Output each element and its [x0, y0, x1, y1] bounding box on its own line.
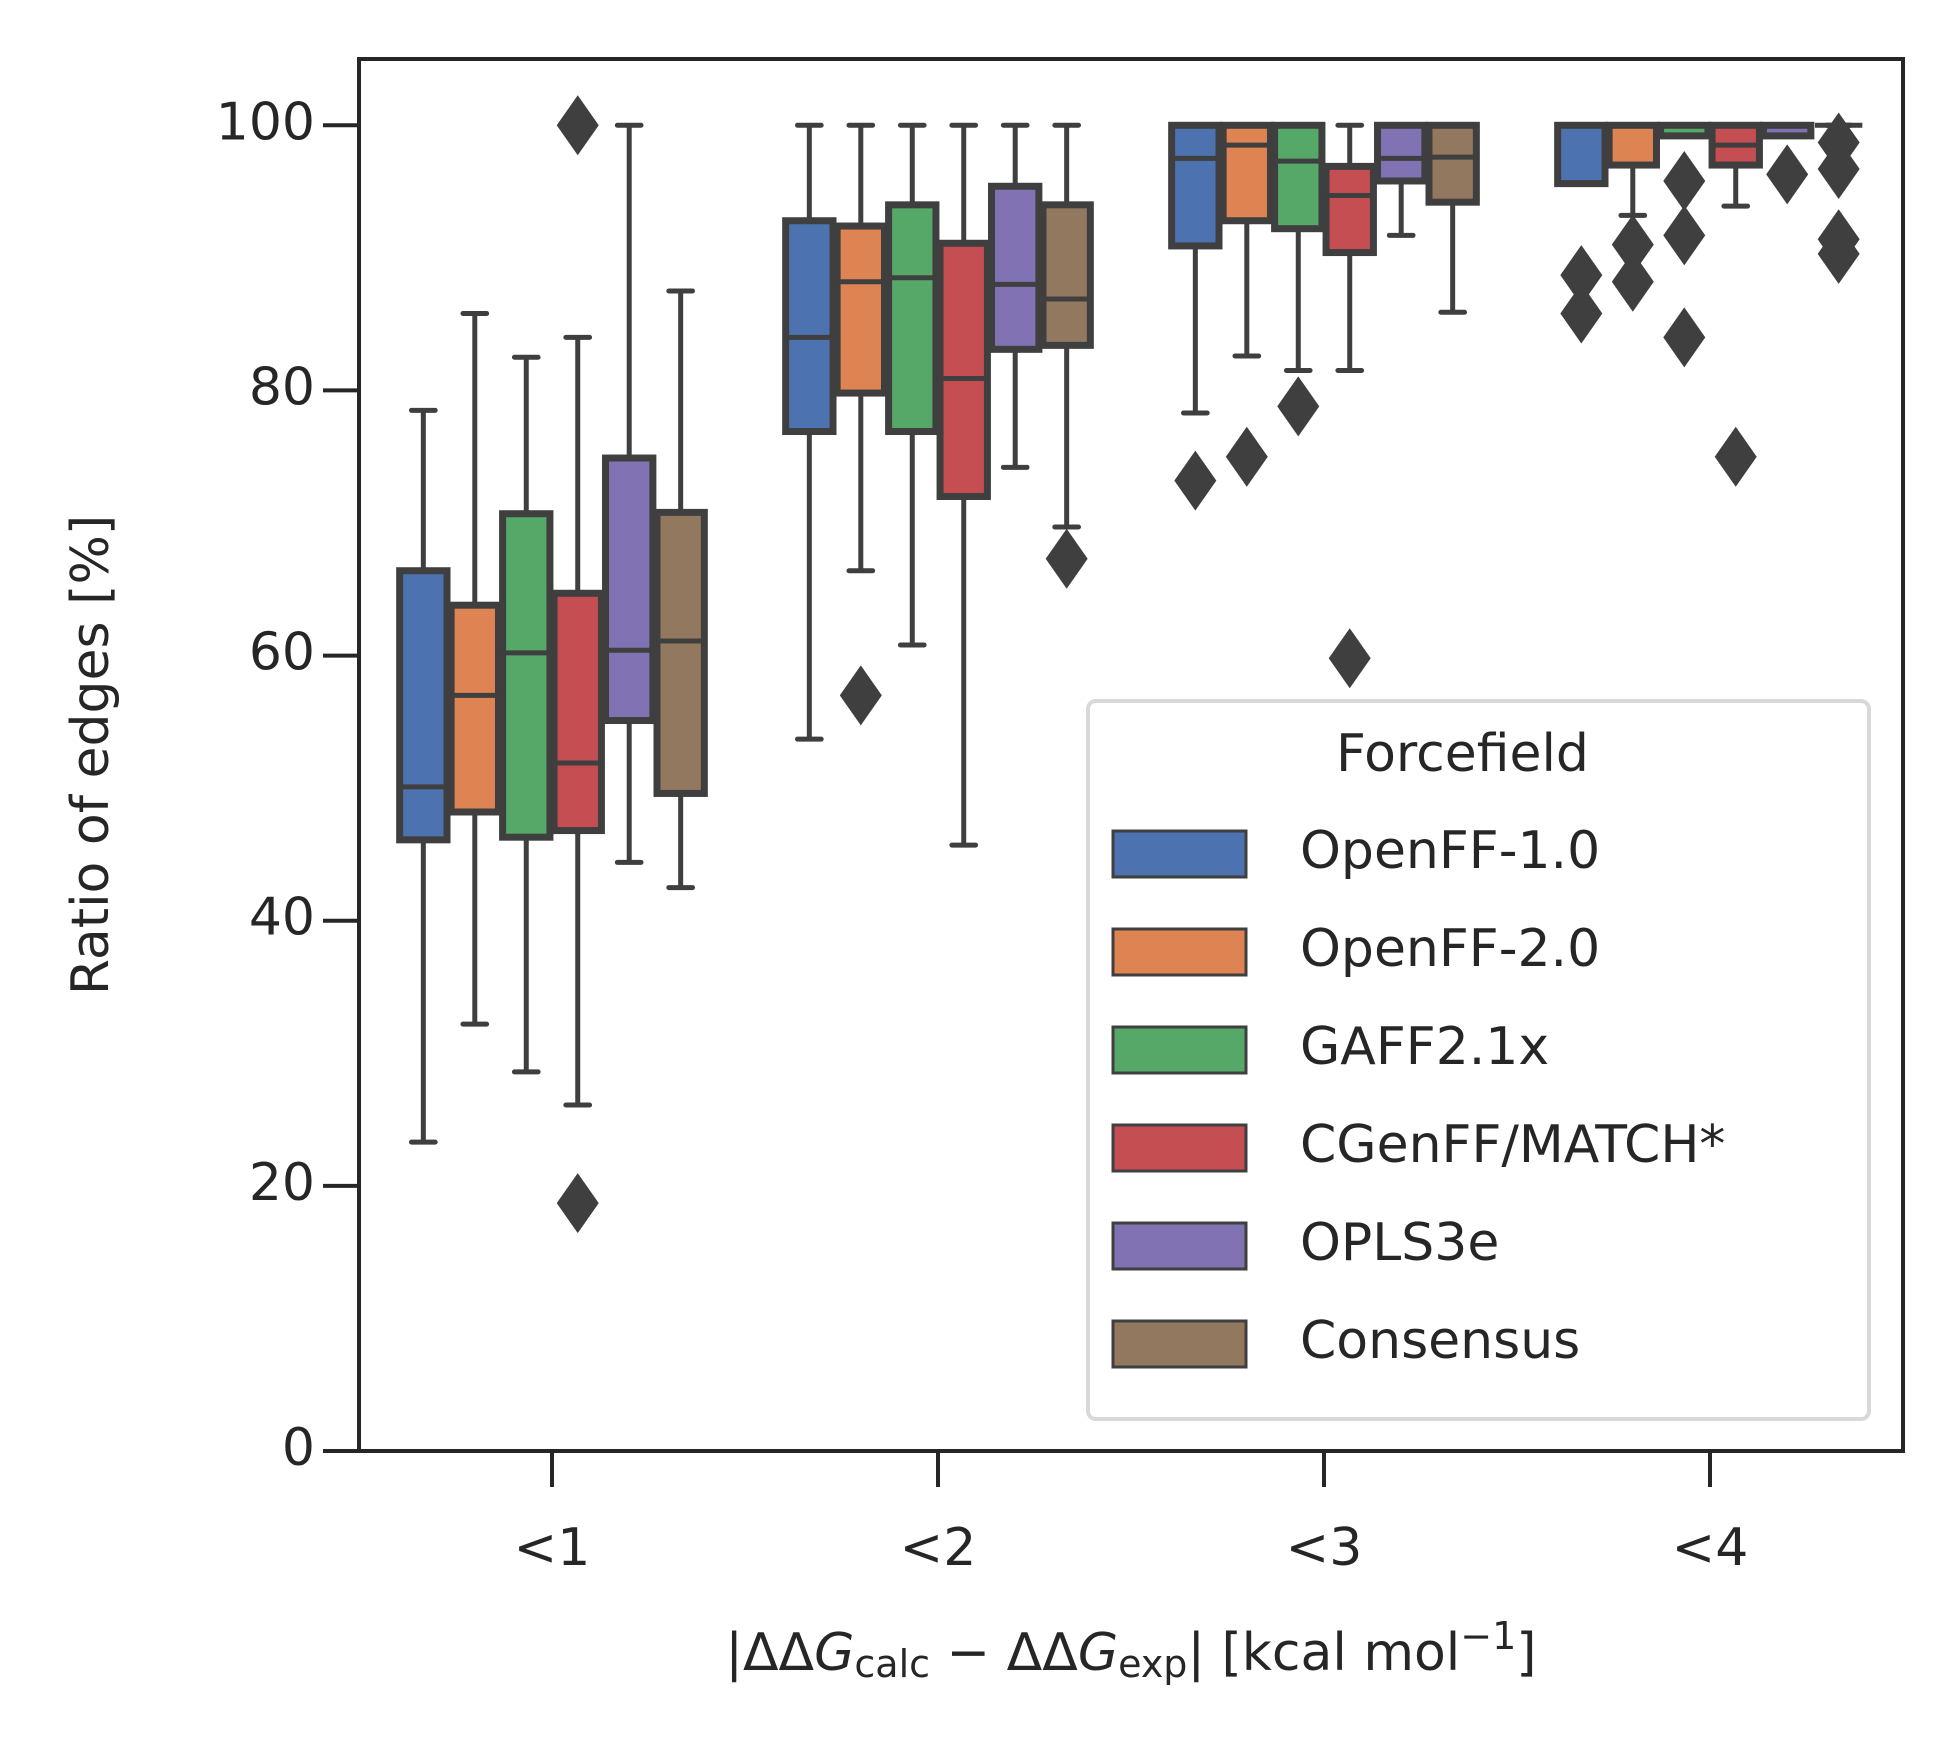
y-axis-label: Ratio of edges [%]	[61, 515, 121, 995]
legend-swatch	[1111, 1025, 1248, 1075]
flier	[1277, 376, 1320, 437]
x-tick-label: <1	[514, 1518, 591, 1578]
box	[653, 508, 708, 797]
legend-label: OpenFF-2.0	[1300, 919, 1600, 979]
flier	[1611, 214, 1654, 275]
box	[782, 217, 837, 436]
flier	[1663, 205, 1706, 266]
legend-swatch	[1111, 927, 1248, 977]
box	[1322, 162, 1377, 257]
box	[1219, 121, 1274, 225]
box	[550, 589, 605, 835]
y-tick-label: 0	[282, 1418, 315, 1478]
box	[1168, 121, 1223, 250]
box	[1039, 201, 1094, 349]
legend-label: OpenFF-1.0	[1300, 821, 1600, 881]
box	[1554, 121, 1609, 188]
y-tick-label: 60	[249, 623, 315, 683]
flier	[1045, 528, 1088, 589]
box	[602, 454, 657, 725]
flier	[1817, 139, 1860, 200]
flier	[556, 95, 599, 156]
box	[988, 182, 1043, 353]
flier	[1766, 144, 1809, 205]
box	[396, 567, 451, 844]
flier	[1560, 245, 1603, 306]
flier	[1225, 426, 1268, 487]
legend-label: CGenFF/MATCH*	[1300, 1115, 1725, 1175]
flier	[1328, 628, 1371, 689]
flier	[1714, 426, 1757, 487]
box	[1605, 121, 1660, 169]
flier	[1663, 150, 1706, 211]
x-tick-label: <4	[1672, 1518, 1749, 1578]
legend-label: Consensus	[1300, 1311, 1580, 1371]
box	[885, 201, 940, 436]
legend-label: OPLS3e	[1300, 1213, 1499, 1273]
box	[447, 601, 502, 816]
legend-swatch	[1111, 1221, 1248, 1271]
legend-swatch	[1111, 1123, 1248, 1173]
flier	[1174, 450, 1217, 511]
box	[1374, 121, 1429, 185]
y-tick-label: 20	[249, 1153, 315, 1213]
x-axis-label: |ΔΔGcalc − ΔΔGexp| [kcal mol−1]	[725, 1614, 1536, 1686]
legend-label: GAFF2.1x	[1300, 1017, 1549, 1077]
legend-title: Forcefield	[1336, 724, 1589, 784]
box	[1271, 121, 1326, 233]
flier	[556, 1173, 599, 1234]
legend-swatch	[1111, 1319, 1248, 1369]
flier	[1611, 251, 1654, 312]
flier	[839, 665, 882, 726]
flier	[1663, 307, 1706, 368]
legend-frame	[1086, 699, 1871, 1421]
flier	[1560, 283, 1603, 344]
x-tick-label: <3	[1286, 1518, 1363, 1578]
legend-swatch	[1111, 829, 1248, 879]
box	[833, 222, 888, 397]
flier	[1817, 223, 1860, 284]
y-tick-label: 80	[249, 357, 315, 417]
plot-frame	[357, 57, 1905, 1453]
box	[936, 239, 991, 500]
y-tick-label: 40	[249, 888, 315, 948]
y-tick-label: 100	[216, 92, 315, 152]
box	[499, 510, 554, 841]
x-tick-label: <2	[900, 1518, 977, 1578]
box	[1425, 121, 1480, 206]
